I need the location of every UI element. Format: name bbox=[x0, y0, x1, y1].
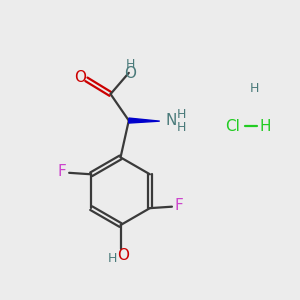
Text: H: H bbox=[177, 108, 187, 121]
Text: O: O bbox=[74, 70, 86, 85]
Text: O: O bbox=[124, 66, 136, 81]
Polygon shape bbox=[129, 118, 160, 123]
Text: H: H bbox=[250, 82, 259, 95]
Text: Cl: Cl bbox=[225, 119, 240, 134]
Text: N: N bbox=[165, 113, 177, 128]
Text: H: H bbox=[177, 121, 187, 134]
Text: H: H bbox=[125, 58, 135, 71]
Text: O: O bbox=[117, 248, 129, 262]
Text: F: F bbox=[175, 198, 184, 213]
Text: H: H bbox=[108, 252, 117, 265]
Text: H: H bbox=[259, 119, 271, 134]
Text: F: F bbox=[57, 164, 66, 179]
